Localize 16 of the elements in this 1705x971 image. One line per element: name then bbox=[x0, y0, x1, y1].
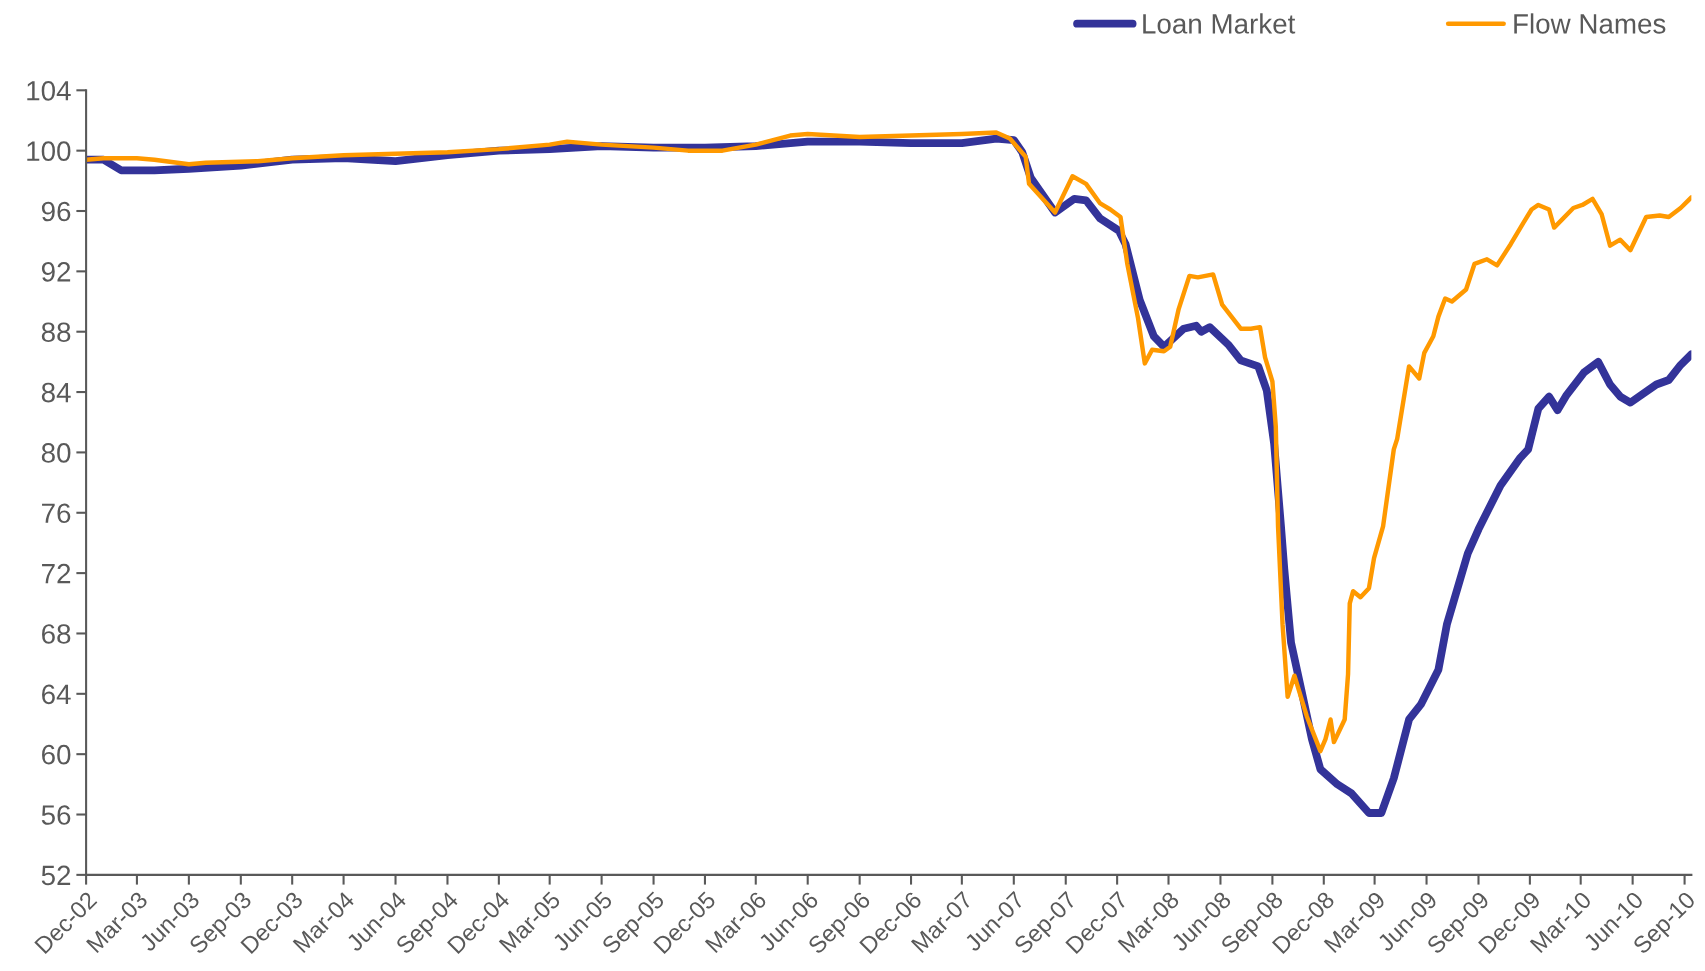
y-tick-label: 60 bbox=[42, 744, 71, 765]
y-tick-label: 76 bbox=[42, 503, 71, 524]
y-tick-label: 52 bbox=[41, 865, 71, 886]
y-tick-label: 56 bbox=[41, 805, 71, 825]
y-tick-label: 68 bbox=[42, 624, 71, 644]
y-tick-label: 96 bbox=[41, 201, 71, 222]
y-tick-label: 72 bbox=[42, 563, 71, 584]
y-tick-label: 92 bbox=[41, 262, 71, 282]
y-tick-label: 80 bbox=[41, 443, 71, 463]
y-tick-label: 64 bbox=[42, 684, 71, 705]
y-tick-label: 88 bbox=[41, 322, 71, 343]
legend-label: Loan Market bbox=[1143, 13, 1296, 34]
y-tick-label: 84 bbox=[41, 382, 71, 403]
y-tick-label: 100 bbox=[27, 141, 71, 161]
y-tick-label: 104 bbox=[27, 80, 71, 101]
legend-label: Flow Names bbox=[1514, 13, 1666, 34]
